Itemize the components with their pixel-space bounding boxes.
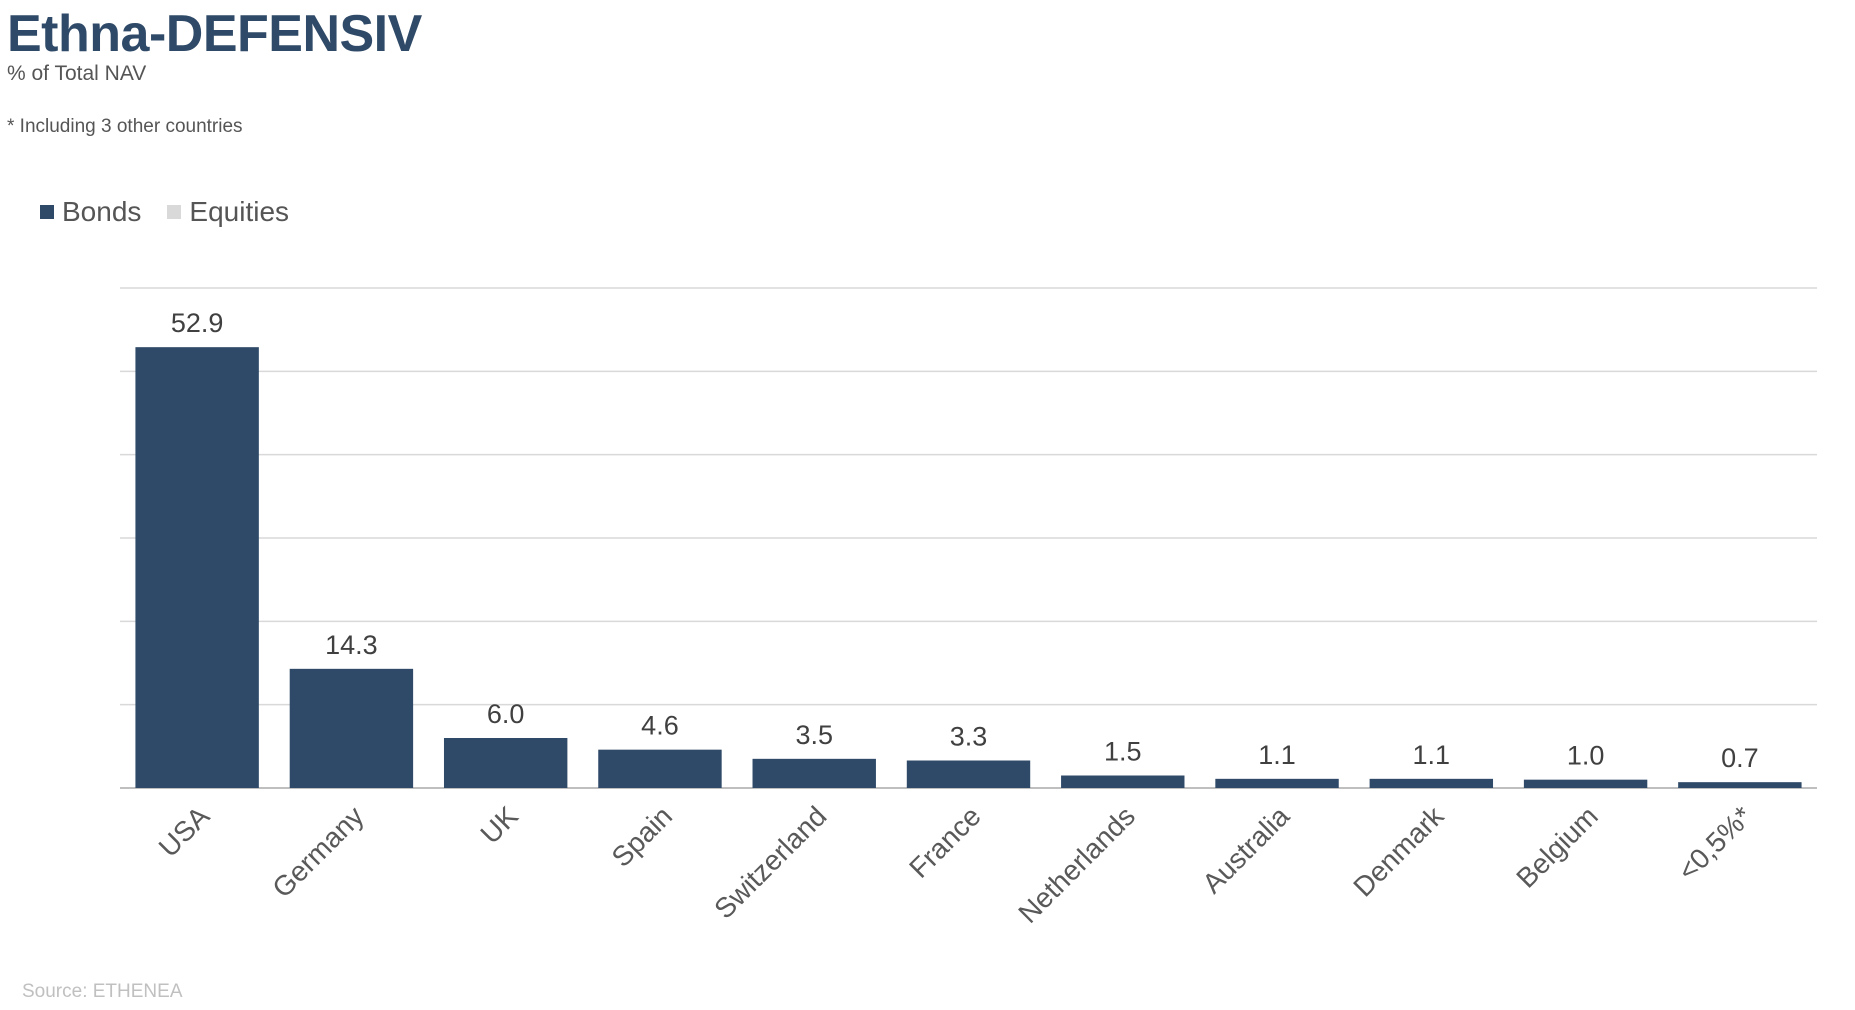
x-tick-label: Belgium bbox=[1510, 800, 1603, 893]
data-label: 1.1 bbox=[1258, 740, 1296, 770]
x-tick-label: Spain bbox=[606, 800, 679, 873]
data-label: 52.9 bbox=[171, 308, 224, 338]
bar bbox=[135, 347, 259, 788]
x-tick-label: Switzerland bbox=[708, 800, 832, 924]
x-tick-label: UK bbox=[474, 800, 524, 850]
data-label: 1.5 bbox=[1104, 737, 1142, 767]
bar bbox=[443, 738, 568, 788]
data-label: 0.7 bbox=[1721, 743, 1759, 773]
data-label: 14.3 bbox=[325, 630, 378, 660]
x-tick-label: Denmark bbox=[1347, 800, 1450, 903]
legend-label-equities: Equities bbox=[189, 196, 290, 227]
x-tick-label: USA bbox=[153, 800, 216, 863]
data-label: 3.3 bbox=[950, 722, 988, 752]
data-label: 3.5 bbox=[795, 720, 833, 750]
data-label: 4.6 bbox=[641, 711, 679, 741]
chart-subtitle: % of Total NAV bbox=[7, 62, 147, 85]
bar bbox=[906, 760, 1031, 788]
legend-item-bonds: Bonds bbox=[40, 196, 141, 228]
x-tick-label: Netherlands bbox=[1012, 800, 1141, 929]
bar bbox=[1523, 779, 1648, 788]
chart-footnote: * Including 3 other countries bbox=[7, 116, 243, 137]
x-tick-label: Germany bbox=[266, 800, 369, 903]
x-tick-label: France bbox=[903, 800, 987, 884]
bar bbox=[1061, 775, 1185, 788]
legend-item-equities: Equities bbox=[167, 196, 289, 228]
bar bbox=[1215, 778, 1339, 788]
x-tick-label: <0,5%* bbox=[1672, 800, 1758, 886]
legend-label-bonds: Bonds bbox=[62, 196, 142, 227]
bar bbox=[289, 668, 414, 788]
bar bbox=[1678, 782, 1802, 788]
data-label: 6.0 bbox=[487, 699, 525, 729]
bar bbox=[752, 758, 876, 788]
chart-title: Ethna-DEFENSIV bbox=[7, 5, 422, 63]
data-label: 1.0 bbox=[1567, 741, 1605, 771]
x-tick-label: Australia bbox=[1196, 800, 1295, 899]
data-label: 1.1 bbox=[1413, 740, 1451, 770]
chart-source: Source: ETHENEA bbox=[22, 981, 183, 1002]
bar bbox=[598, 749, 722, 788]
legend-swatch-equities bbox=[167, 205, 182, 219]
legend-swatch-bonds bbox=[40, 205, 54, 219]
chart-legend: Bonds Equities bbox=[40, 196, 315, 228]
bar bbox=[1369, 778, 1494, 788]
